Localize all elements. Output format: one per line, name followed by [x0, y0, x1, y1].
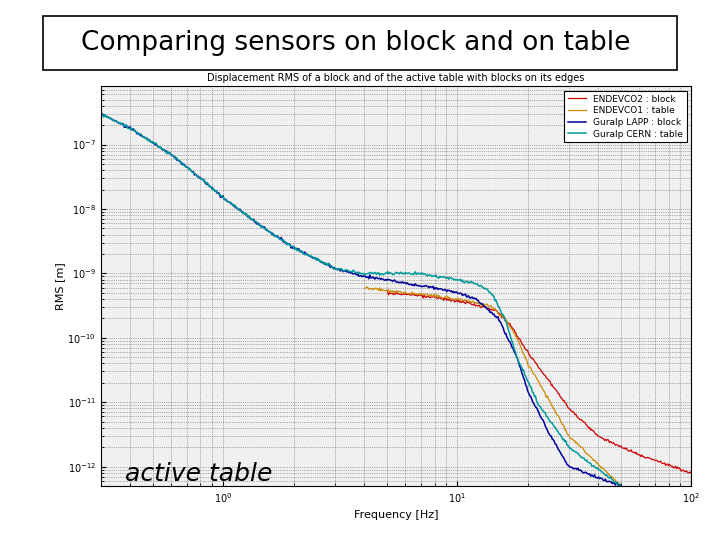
Line: ENDEVCO2 : block: ENDEVCO2 : block	[387, 291, 691, 473]
ENDEVCO1 : table: (14.1, 2.93e-10): table: (14.1, 2.93e-10)	[487, 305, 496, 311]
X-axis label: Frequency [Hz]: Frequency [Hz]	[354, 510, 438, 520]
Guralp LAPP : block: (0.3, 3.03e-07): block: (0.3, 3.03e-07)	[96, 110, 105, 117]
Line: Guralp CERN : table: Guralp CERN : table	[101, 114, 691, 532]
Guralp CERN : table: (23.8, 6.89e-12): table: (23.8, 6.89e-12)	[541, 409, 549, 416]
Text: active table: active table	[125, 462, 272, 486]
ENDEVCO1 : table: (54.3, 3.43e-13): table: (54.3, 3.43e-13)	[625, 494, 634, 500]
Guralp CERN : table: (100, 9.54e-14): table: (100, 9.54e-14)	[687, 529, 696, 536]
Line: Guralp LAPP : block: Guralp LAPP : block	[101, 113, 691, 513]
Text: Comparing sensors on block and on table: Comparing sensors on block and on table	[81, 30, 631, 56]
Title: Displacement RMS of a block and of the active table with blocks on its edges: Displacement RMS of a block and of the a…	[207, 73, 585, 83]
ENDEVCO2 : block: (13.7, 2.87e-10): block: (13.7, 2.87e-10)	[485, 305, 493, 312]
ENDEVCO2 : block: (5.5, 5.27e-10): block: (5.5, 5.27e-10)	[392, 288, 401, 294]
Guralp CERN : table: (9.2, 8.1e-10): table: (9.2, 8.1e-10)	[444, 276, 453, 282]
ENDEVCO1 : table: (4.04, 5.88e-10): table: (4.04, 5.88e-10)	[361, 285, 369, 292]
ENDEVCO1 : table: (72.6, 7.6e-14): table: (72.6, 7.6e-14)	[654, 536, 663, 540]
Guralp LAPP : block: (1.34, 6.78e-09): block: (1.34, 6.78e-09)	[248, 217, 257, 223]
Guralp LAPP : block: (9.2, 5.41e-10): block: (9.2, 5.41e-10)	[444, 287, 453, 294]
ENDEVCO2 : block: (22.5, 3.35e-11): block: (22.5, 3.35e-11)	[535, 365, 544, 372]
ENDEVCO2 : block: (7.01, 4.51e-10): block: (7.01, 4.51e-10)	[417, 293, 426, 299]
Legend: ENDEVCO2 : block, ENDEVCO1 : table, Guralp LAPP : block, Guralp CERN : table: ENDEVCO2 : block, ENDEVCO1 : table, Gura…	[564, 91, 687, 142]
Guralp LAPP : block: (4.15, 8.9e-10): block: (4.15, 8.9e-10)	[364, 273, 372, 280]
ENDEVCO1 : table: (32.8, 2.2e-12): table: (32.8, 2.2e-12)	[574, 441, 582, 448]
ENDEVCO2 : block: (5.09, 4.66e-10): block: (5.09, 4.66e-10)	[384, 292, 393, 298]
Guralp LAPP : block: (14.5, 2.14e-10): block: (14.5, 2.14e-10)	[491, 313, 500, 320]
Guralp CERN : table: (0.3, 3.01e-07): table: (0.3, 3.01e-07)	[96, 111, 105, 117]
Guralp CERN : table: (1.34, 6.85e-09): table: (1.34, 6.85e-09)	[248, 217, 257, 223]
ENDEVCO2 : block: (9.94, 3.77e-10): block: (9.94, 3.77e-10)	[452, 298, 461, 304]
Guralp CERN : table: (14.5, 3.78e-10): table: (14.5, 3.78e-10)	[491, 298, 500, 304]
Guralp CERN : table: (0.839, 2.61e-08): table: (0.839, 2.61e-08)	[201, 179, 210, 185]
Guralp LAPP : block: (0.839, 2.54e-08): block: (0.839, 2.54e-08)	[201, 180, 210, 186]
Line: ENDEVCO1 : table: ENDEVCO1 : table	[365, 287, 691, 540]
Guralp CERN : table: (4.15, 9.93e-10): table: (4.15, 9.93e-10)	[364, 271, 372, 277]
ENDEVCO2 : block: (100, 7.91e-13): block: (100, 7.91e-13)	[687, 470, 696, 476]
ENDEVCO1 : table: (56.4, 2.76e-13): table: (56.4, 2.76e-13)	[629, 500, 637, 506]
Guralp LAPP : block: (100, 1.92e-13): block: (100, 1.92e-13)	[687, 510, 696, 516]
Guralp LAPP : block: (23.8, 4.24e-12): block: (23.8, 4.24e-12)	[541, 423, 549, 429]
ENDEVCO2 : block: (16.8, 1.66e-10): block: (16.8, 1.66e-10)	[505, 320, 514, 327]
ENDEVCO1 : table: (4.11, 6.18e-10): table: (4.11, 6.18e-10)	[363, 284, 372, 290]
ENDEVCO2 : block: (5.04, 5.25e-10): block: (5.04, 5.25e-10)	[383, 288, 392, 295]
Y-axis label: RMS [m]: RMS [m]	[55, 262, 65, 310]
FancyBboxPatch shape	[43, 16, 677, 70]
